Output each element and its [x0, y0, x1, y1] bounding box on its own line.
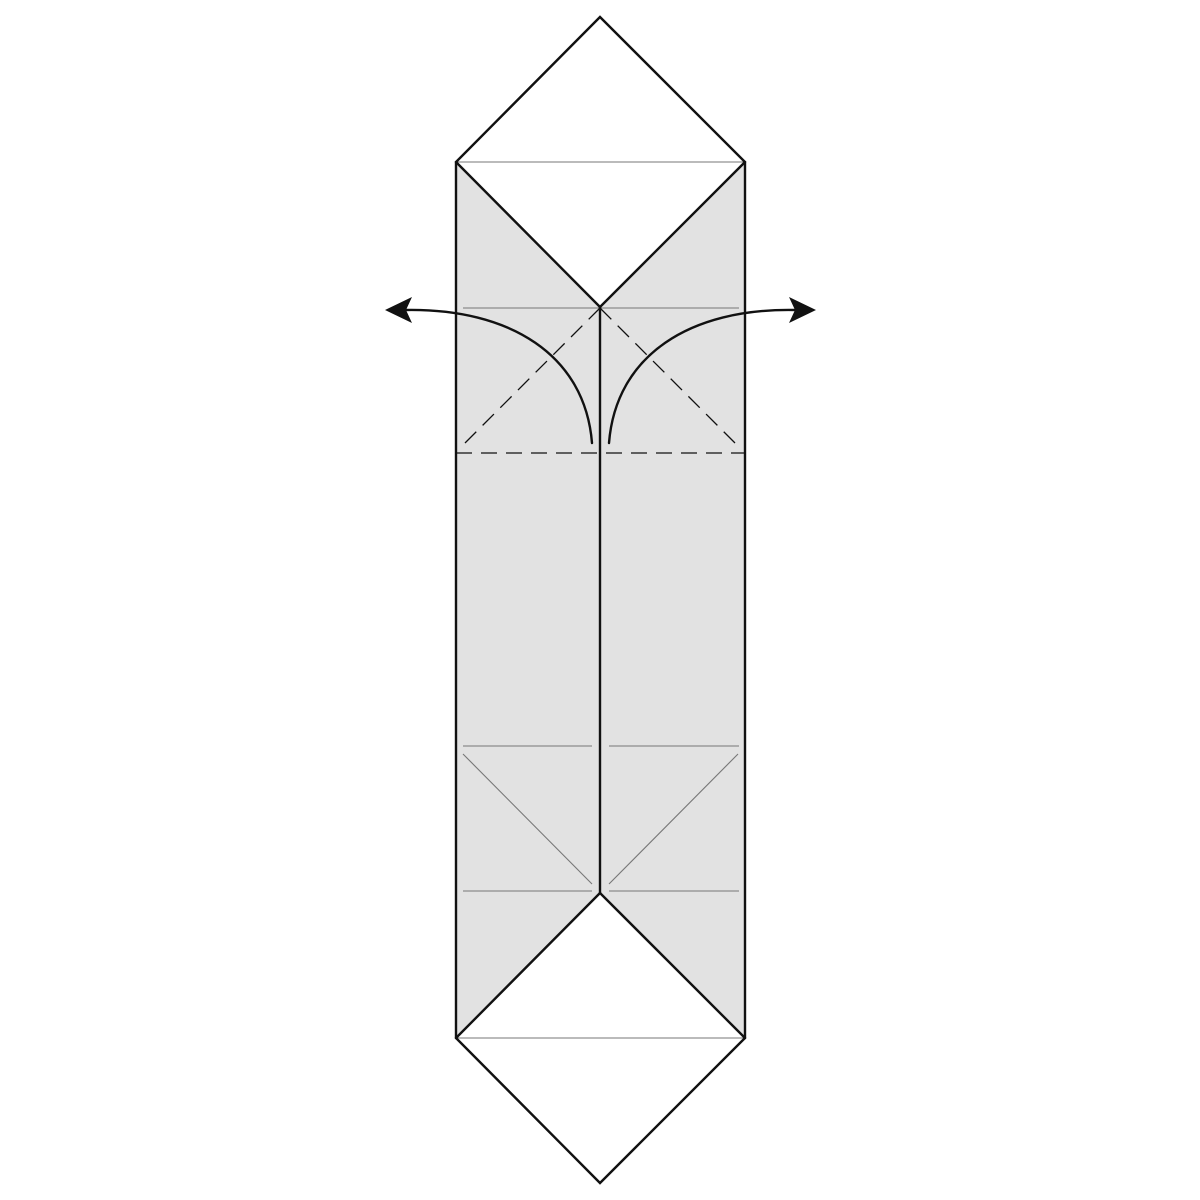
origami-diagram — [0, 0, 1200, 1200]
origami-diagram-canvas — [0, 0, 1200, 1200]
